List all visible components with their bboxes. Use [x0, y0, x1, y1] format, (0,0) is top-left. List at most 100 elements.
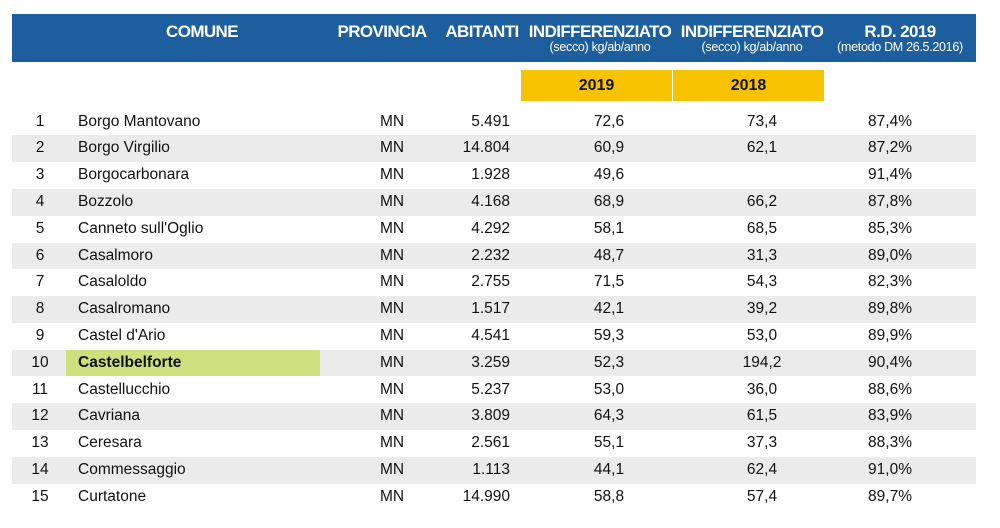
- indiff-2019-cell: 44,1: [593, 460, 625, 478]
- indiff-2019-cell: 59,3: [593, 326, 625, 344]
- header-provincia: PROVINCIA: [337, 22, 427, 41]
- rd-2019-cell: 87,8%: [868, 192, 912, 210]
- abitanti-cell: 4.541: [471, 326, 510, 344]
- comune-name: Canneto sull'Oglio: [78, 219, 204, 237]
- indiff-2018-cell: 66,2: [746, 192, 778, 210]
- abitanti-cell: 14.804: [462, 139, 510, 157]
- indiff-2018-cell: 37,3: [746, 434, 778, 452]
- indiff-2019-cell: 58,1: [593, 219, 625, 237]
- row-number: 9: [35, 326, 45, 344]
- abitanti-cell: 1.517: [471, 300, 510, 318]
- table-row: 8 Casalromano MN 1.517 42,1 39,2 89,8%: [12, 296, 976, 323]
- table-header: COMUNE PROVINCIA ABITANTI INDIFFERENZIAT…: [12, 14, 976, 62]
- abitanti-cell: 2.232: [471, 246, 510, 264]
- provincia-cell: MN: [379, 487, 405, 505]
- abitanti-cell: 5.491: [471, 112, 510, 130]
- table-row: 5 Canneto sull'Oglio MN 4.292 58,1 68,5 85,3%: [12, 216, 976, 243]
- table-row: 11 Castellucchio MN 5.237 53,0 36,0 88,6%: [12, 377, 976, 404]
- comune-name: Castelbelforte: [78, 353, 182, 371]
- indiff-2019-cell: 72,6: [593, 112, 625, 130]
- indiff-2019-cell: 68,9: [593, 192, 625, 210]
- rd-2019-cell: 82,3%: [868, 273, 912, 291]
- provincia-cell: MN: [379, 246, 405, 264]
- row-number: 6: [35, 246, 45, 264]
- abitanti-cell: 3.259: [471, 353, 510, 371]
- indiff-2019-cell: 52,3: [593, 353, 625, 371]
- table-row: 14 Commessaggio MN 1.113 44,1 62,4 91,0%: [12, 456, 976, 484]
- row-number: 12: [31, 407, 49, 425]
- table-row: 9 Castel d'Ario MN 4.541 59,3 53,0 89,9%: [12, 323, 976, 350]
- provincia-cell: MN: [379, 112, 405, 130]
- indiff-2018-cell: 53,0: [746, 326, 778, 344]
- indiff-2018-cell: 73,4: [746, 112, 778, 130]
- abitanti-cell: 14.990: [462, 487, 510, 505]
- rd-2019-cell: 89,0%: [868, 246, 912, 264]
- table-row: 12 Cavriana MN 3.809 64,3 61,5 83,9%: [12, 403, 976, 431]
- comune-name: Cavriana: [78, 407, 141, 425]
- table-row: 4 Bozzolo MN 4.168 68,9 66,2 87,8%: [12, 188, 976, 216]
- indiff-2019-cell: 53,0: [593, 380, 625, 398]
- rd-2019-cell: 85,3%: [868, 219, 912, 237]
- indiff-2018-cell: 36,0: [746, 380, 778, 398]
- abitanti-cell: 5.237: [471, 380, 510, 398]
- comune-name: Curtatone: [78, 487, 147, 505]
- rd-2019-cell: 88,3%: [868, 434, 912, 452]
- row-number: 1: [35, 112, 45, 130]
- indiff-2019-cell: 58,8: [593, 487, 625, 505]
- provincia-cell: MN: [379, 166, 405, 184]
- row-number: 11: [31, 380, 49, 398]
- comune-name: Castel d'Ario: [78, 326, 166, 344]
- indiff-2018-cell: 54,3: [746, 273, 778, 291]
- provincia-cell: MN: [379, 139, 405, 157]
- indiff-2018-cell: 62,4: [746, 460, 778, 478]
- table-row: 2 Borgo Virgilio MN 14.804 60,9 62,1 87,2%: [12, 135, 976, 163]
- indiff-2019-cell: 49,6: [593, 166, 625, 184]
- indiff-2019-cell: 64,3: [593, 407, 625, 425]
- indiff-2018-cell: 194,2: [742, 353, 782, 371]
- provincia-cell: MN: [379, 434, 405, 452]
- comune-name: Bozzolo: [78, 192, 134, 210]
- rd-2019-cell: 91,4%: [868, 166, 912, 184]
- provincia-cell: MN: [379, 380, 405, 398]
- comune-name: Casalromano: [78, 300, 171, 318]
- row-number: 3: [35, 166, 45, 184]
- table-row: 13 Ceresara MN 2.561 55,1 37,3 88,3%: [12, 430, 976, 457]
- rd-2019-cell: 89,9%: [868, 326, 912, 344]
- row-number: 4: [35, 192, 45, 210]
- indiff-2018-cell: 31,3: [746, 246, 778, 264]
- indiff-2018-cell: 61,5: [746, 407, 778, 425]
- abitanti-cell: 1.928: [471, 166, 510, 184]
- table-row: 10 Castelbelforte MN 3.259 52,3 194,2 90,4%: [12, 349, 976, 377]
- table-row: 7 Casaloldo MN 2.755 71,5 54,3 82,3%: [12, 269, 976, 296]
- row-number: 2: [35, 139, 45, 157]
- rd-2019-cell: 90,4%: [868, 353, 912, 371]
- table-row: 1 Borgo Mantovano MN 5.491 72,6 73,4 87,4%: [12, 109, 976, 136]
- year-2019-label: 2019: [521, 70, 672, 101]
- row-number: 8: [35, 300, 45, 318]
- provincia-cell: MN: [379, 460, 405, 478]
- abitanti-cell: 2.561: [471, 434, 510, 452]
- comune-name: Commessaggio: [78, 460, 186, 478]
- rd-2019-cell: 87,2%: [868, 139, 912, 157]
- header-rd-2019: R.D. 2019 (metodo DM 26.5.2016): [837, 22, 963, 54]
- comune-name: Borgo Mantovano: [78, 112, 201, 130]
- year-2018-label: 2018: [673, 70, 824, 101]
- abitanti-cell: 3.809: [471, 407, 510, 425]
- header-indiff-2018: INDIFFERENZIATO (secco) kg/ab/anno: [680, 22, 824, 54]
- table-row: 15 Curtatone MN 14.990 58,8 57,4 89,7%: [12, 484, 976, 511]
- comune-name: Casalmoro: [78, 246, 153, 264]
- comune-name: Borgo Virgilio: [78, 139, 170, 157]
- abitanti-cell: 1.113: [472, 460, 510, 478]
- abitanti-cell: 4.292: [471, 219, 510, 237]
- row-number: 13: [31, 434, 49, 452]
- row-number: 5: [35, 219, 45, 237]
- provincia-cell: MN: [379, 300, 405, 318]
- provincia-cell: MN: [379, 192, 405, 210]
- row-number: 14: [31, 460, 49, 478]
- indiff-2019-cell: 48,7: [593, 246, 625, 264]
- indiff-2019-cell: 42,1: [593, 300, 625, 318]
- comune-name: Casaloldo: [78, 273, 147, 291]
- comune-name: Borgocarbonara: [78, 166, 190, 184]
- rd-2019-cell: 89,8%: [868, 300, 912, 318]
- table-row: 3 Borgocarbonara MN 1.928 49,6 91,4%: [12, 162, 976, 189]
